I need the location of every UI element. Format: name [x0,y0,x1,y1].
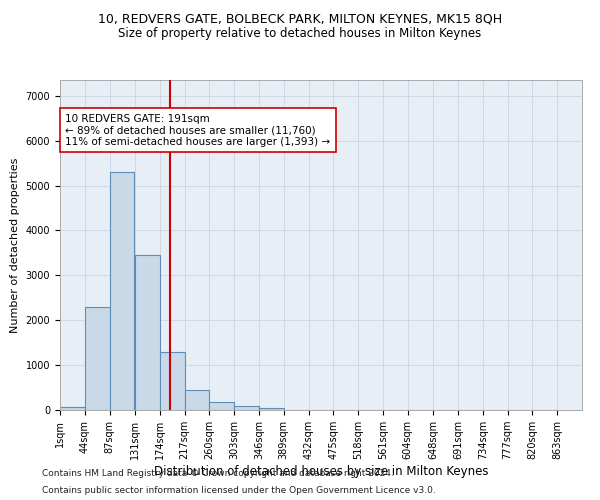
Bar [160,352,185,410]
Text: 10, REDVERS GATE, BOLBECK PARK, MILTON KEYNES, MK15 8QH: 10, REDVERS GATE, BOLBECK PARK, MILTON K… [98,12,502,26]
Bar [85,306,110,410]
Bar [110,172,134,410]
Bar [135,255,160,410]
Y-axis label: Number of detached properties: Number of detached properties [10,158,20,332]
Text: 10 REDVERS GATE: 191sqm
← 89% of detached houses are smaller (11,760)
11% of sem: 10 REDVERS GATE: 191sqm ← 89% of detache… [65,114,331,147]
Text: Contains public sector information licensed under the Open Government Licence v3: Contains public sector information licen… [42,486,436,495]
Bar [234,406,259,410]
Bar [259,408,284,410]
Text: Contains HM Land Registry data © Crown copyright and database right 2024.: Contains HM Land Registry data © Crown c… [42,468,394,477]
Bar [60,406,85,410]
Text: Size of property relative to detached houses in Milton Keynes: Size of property relative to detached ho… [118,28,482,40]
Bar [185,390,209,410]
X-axis label: Distribution of detached houses by size in Milton Keynes: Distribution of detached houses by size … [154,465,488,478]
Bar [209,402,234,410]
